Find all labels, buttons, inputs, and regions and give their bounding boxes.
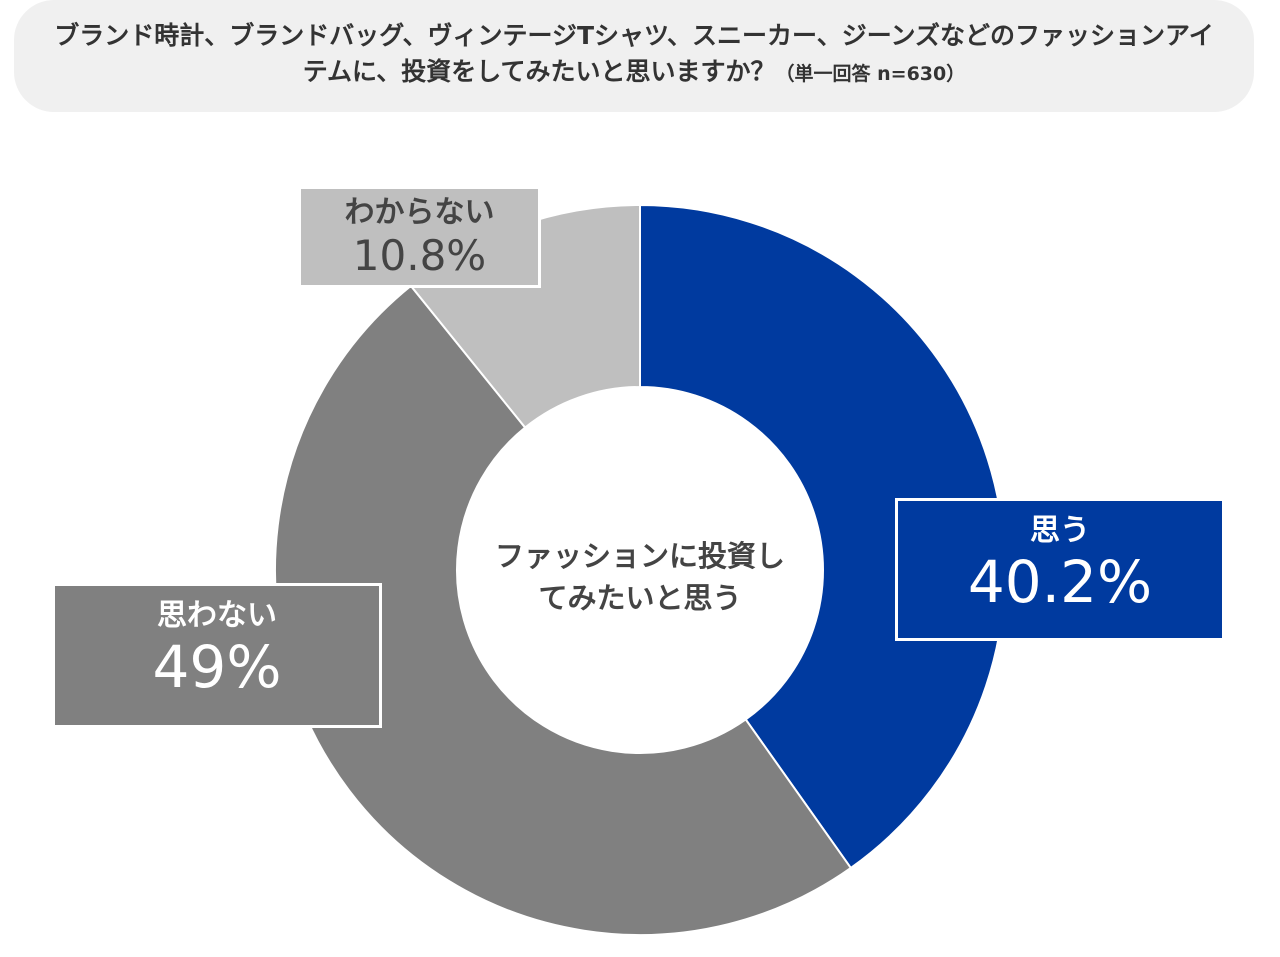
slice-label: 思う 40.2% (895, 498, 1225, 641)
value-label: 49% (152, 633, 282, 701)
slice-label: 思わない 49% (52, 583, 382, 728)
category-label: 思わない (157, 598, 277, 633)
value-label: 40.2% (967, 548, 1153, 616)
donut-slice (639, 203, 1006, 870)
title-box: ブランド時計、ブランドバッグ、ヴィンテージTシャツ、スニーカー、ジーンズなどのフ… (14, 0, 1254, 112)
title: ブランド時計、ブランドバッグ、ヴィンテージTシャツ、スニーカー、ジーンズなどのフ… (54, 21, 1214, 86)
subtitle: （単一回答 n=630） (775, 63, 966, 85)
value-label: 10.8% (352, 231, 487, 280)
slice-label: わからない 10.8% (298, 186, 541, 288)
category-label: わからない (344, 195, 495, 230)
donut-slice (274, 284, 853, 936)
category-label: 思う (1030, 513, 1090, 548)
center-label: ファッションに投資してみたいと思う (494, 539, 785, 615)
